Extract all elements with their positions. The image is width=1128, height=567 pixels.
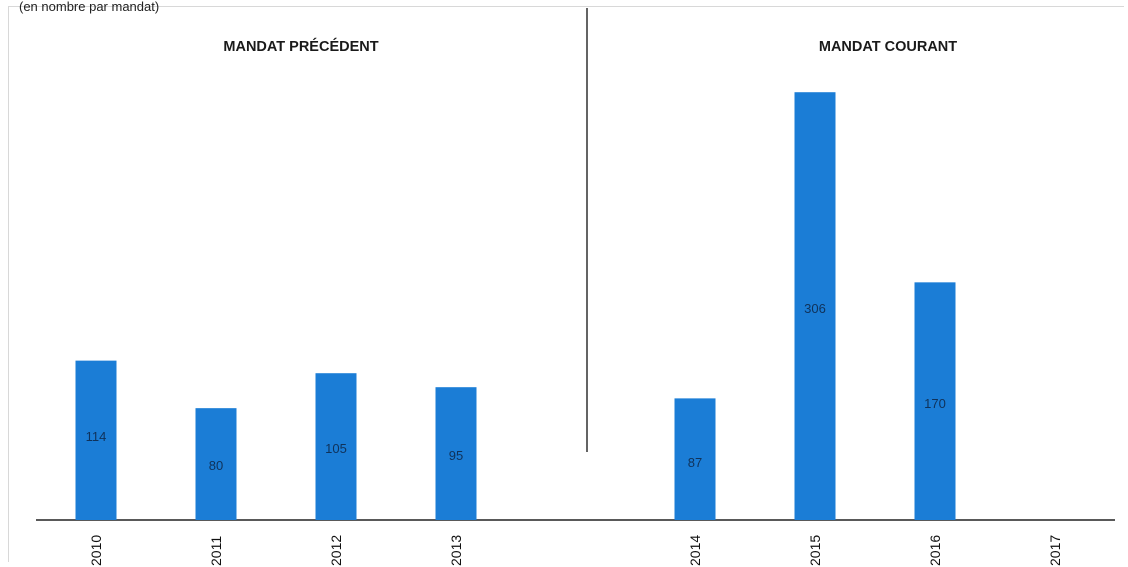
bar-2016 bbox=[914, 282, 956, 520]
bar-2014 bbox=[674, 398, 716, 520]
x-tick-2012: 2012 bbox=[328, 535, 344, 566]
bar-2013 bbox=[435, 387, 477, 520]
section-title: MANDAT PRÉCÉDENT bbox=[223, 38, 378, 55]
bar-2011 bbox=[195, 408, 237, 520]
x-tick-2013: 2013 bbox=[448, 535, 464, 566]
data-label-2012: 105 bbox=[325, 441, 347, 456]
data-label-2013: 95 bbox=[449, 448, 463, 463]
data-label-2014: 87 bbox=[688, 455, 702, 470]
x-tick-2010: 2010 bbox=[88, 535, 104, 566]
section-title: MANDAT COURANT bbox=[819, 39, 957, 55]
chart-frame: (en nombre par mandat) bbox=[8, 0, 1124, 562]
x-tick-2017: 2017 bbox=[1047, 535, 1063, 566]
bar-2012 bbox=[315, 373, 357, 520]
x-tick-2016: 2016 bbox=[927, 535, 943, 566]
data-label-2015: 306 bbox=[804, 301, 826, 316]
x-tick-2011: 2011 bbox=[208, 536, 224, 566]
x-tick-2015: 2015 bbox=[807, 535, 823, 566]
data-label-2011: 80 bbox=[209, 458, 223, 473]
bar-2010 bbox=[75, 360, 117, 520]
chart-caption: (en nombre par mandat) bbox=[19, 0, 160, 14]
data-label-2016: 170 bbox=[924, 396, 946, 411]
x-tick-2014: 2014 bbox=[687, 535, 703, 566]
data-label-2010: 114 bbox=[86, 429, 107, 444]
bar-2015 bbox=[794, 92, 836, 520]
